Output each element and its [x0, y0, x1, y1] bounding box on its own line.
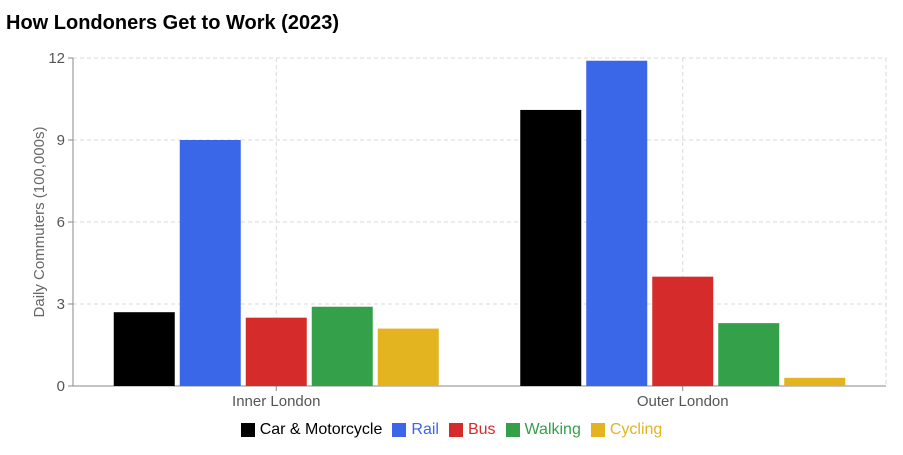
- legend-swatch: [505, 423, 520, 437]
- legend-label: Walking: [524, 421, 581, 438]
- y-tick-label: 6: [57, 214, 65, 231]
- bar-rail-outer-london[interactable]: [586, 60, 648, 386]
- legend-swatch: [240, 423, 255, 437]
- bar-walking-inner-london[interactable]: [311, 306, 373, 386]
- legend: Car & Motorcycle Rail Bus Walking Cycling: [0, 421, 903, 439]
- bar-cycling-inner-london[interactable]: [377, 328, 439, 386]
- bar-cycling-outer-london[interactable]: [784, 377, 846, 386]
- bars: [113, 60, 846, 386]
- legend-item[interactable]: Car & Motorcycle: [240, 421, 383, 439]
- chart-title: How Londoners Get to Work (2023): [6, 12, 339, 34]
- legend-label: Cycling: [609, 421, 663, 438]
- bar-bus-inner-london[interactable]: [245, 317, 307, 386]
- y-tick-label: 12: [48, 50, 65, 67]
- bar-walking-outer-london[interactable]: [718, 323, 780, 386]
- bar-rail-inner-london[interactable]: [179, 140, 241, 386]
- y-tick-label: 9: [57, 132, 65, 149]
- legend-swatch: [392, 423, 407, 437]
- x-tick-label: Outer London: [637, 393, 729, 410]
- y-axis-title: Daily Commuters (100,000s): [31, 127, 48, 318]
- legend-label: Bus: [467, 421, 496, 438]
- y-tick-label: 3: [57, 296, 65, 313]
- x-tick-label: Inner London: [232, 393, 320, 410]
- legend-label: Car & Motorcycle: [259, 421, 383, 438]
- legend-item[interactable]: Bus: [448, 421, 496, 439]
- bar-bus-outer-london[interactable]: [652, 276, 714, 386]
- axis-labels: 0 3 6 9 12 Inner London Outer London Daily Comm…: [31, 50, 729, 410]
- legend-swatch: [590, 423, 605, 437]
- bar-car-motorcycle-outer-london[interactable]: [520, 109, 582, 386]
- y-tick-label: 0: [57, 378, 65, 395]
- legend-item[interactable]: Cycling: [590, 421, 663, 439]
- legend-label: Rail: [411, 421, 439, 438]
- bar-car-motorcycle-inner-london[interactable]: [113, 312, 175, 386]
- legend-item[interactable]: Walking: [505, 421, 581, 439]
- legend-item[interactable]: Rail: [392, 421, 439, 439]
- legend-swatch: [448, 423, 463, 437]
